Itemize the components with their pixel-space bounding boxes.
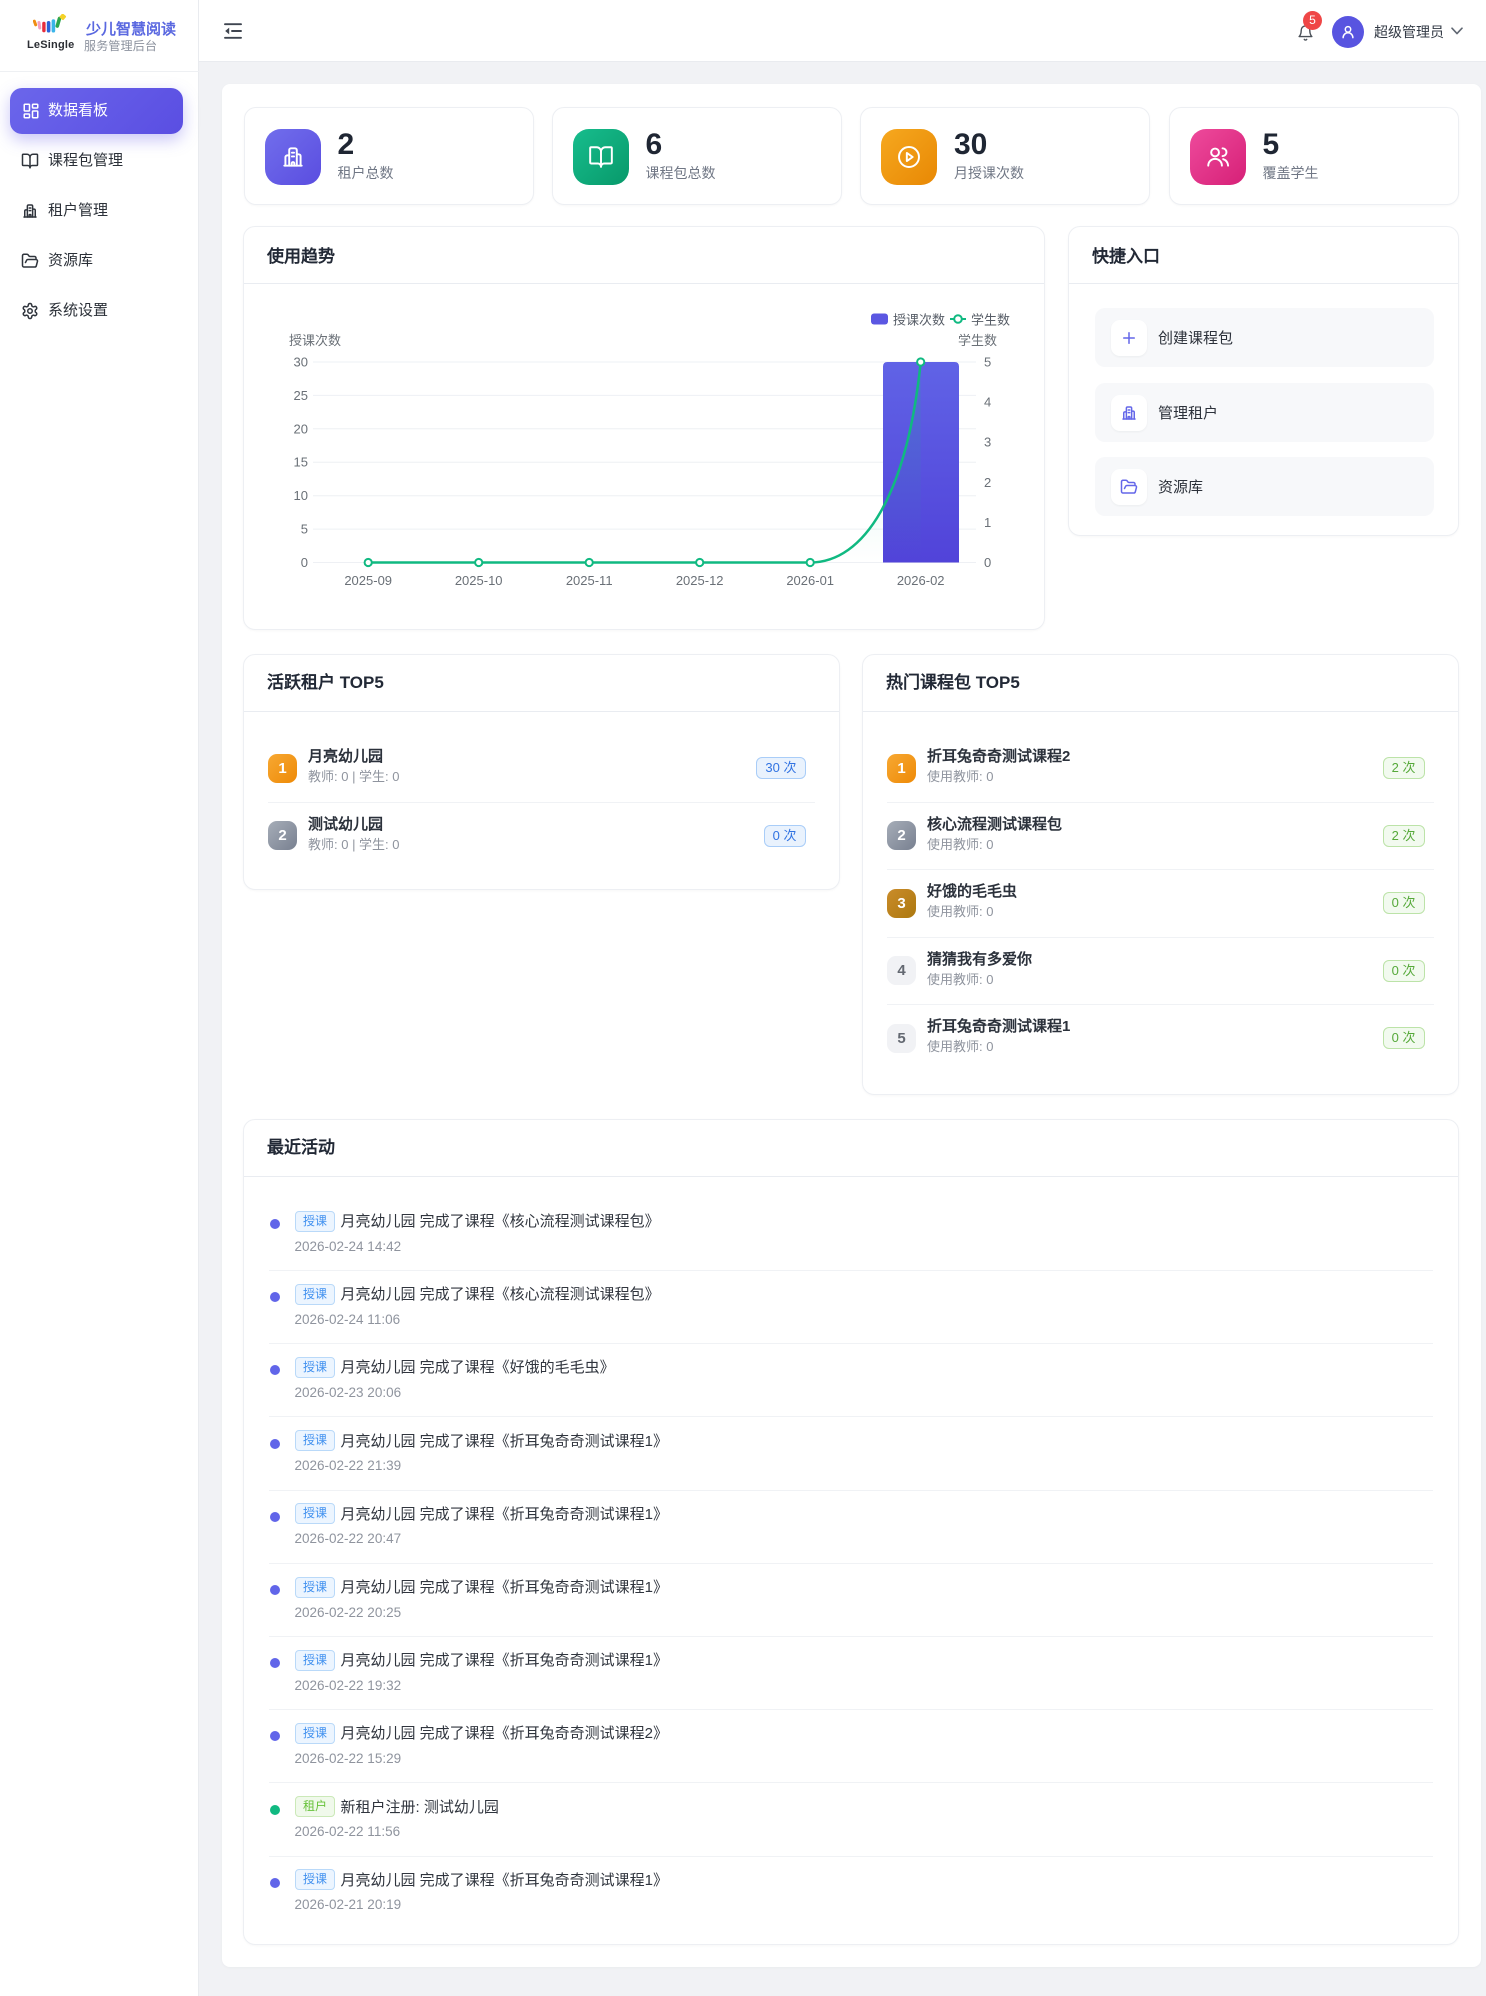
svg-text:25: 25 (294, 388, 308, 403)
svg-text:1: 1 (984, 515, 991, 530)
svg-text:20: 20 (294, 421, 308, 436)
svg-text:4: 4 (984, 395, 991, 410)
svg-text:学生数: 学生数 (958, 333, 997, 348)
svg-text:0: 0 (301, 555, 308, 570)
svg-text:15: 15 (294, 455, 308, 470)
svg-text:2026-02: 2026-02 (897, 573, 945, 588)
svg-text:2025-12: 2025-12 (676, 573, 724, 588)
svg-text:0: 0 (984, 555, 991, 570)
svg-text:10: 10 (294, 488, 308, 503)
svg-text:5: 5 (301, 522, 308, 537)
svg-text:2025-10: 2025-10 (455, 573, 503, 588)
svg-text:30: 30 (294, 355, 308, 370)
svg-text:授课次数: 授课次数 (289, 333, 341, 348)
svg-text:2025-11: 2025-11 (566, 573, 613, 588)
svg-text:2026-01: 2026-01 (786, 573, 834, 588)
svg-text:5: 5 (984, 355, 991, 370)
svg-text:授课次数: 授课次数 (893, 313, 945, 328)
svg-text:学生数: 学生数 (971, 313, 1010, 328)
svg-text:2025-09: 2025-09 (344, 573, 392, 588)
svg-text:2: 2 (984, 475, 991, 490)
svg-text:3: 3 (984, 435, 991, 450)
